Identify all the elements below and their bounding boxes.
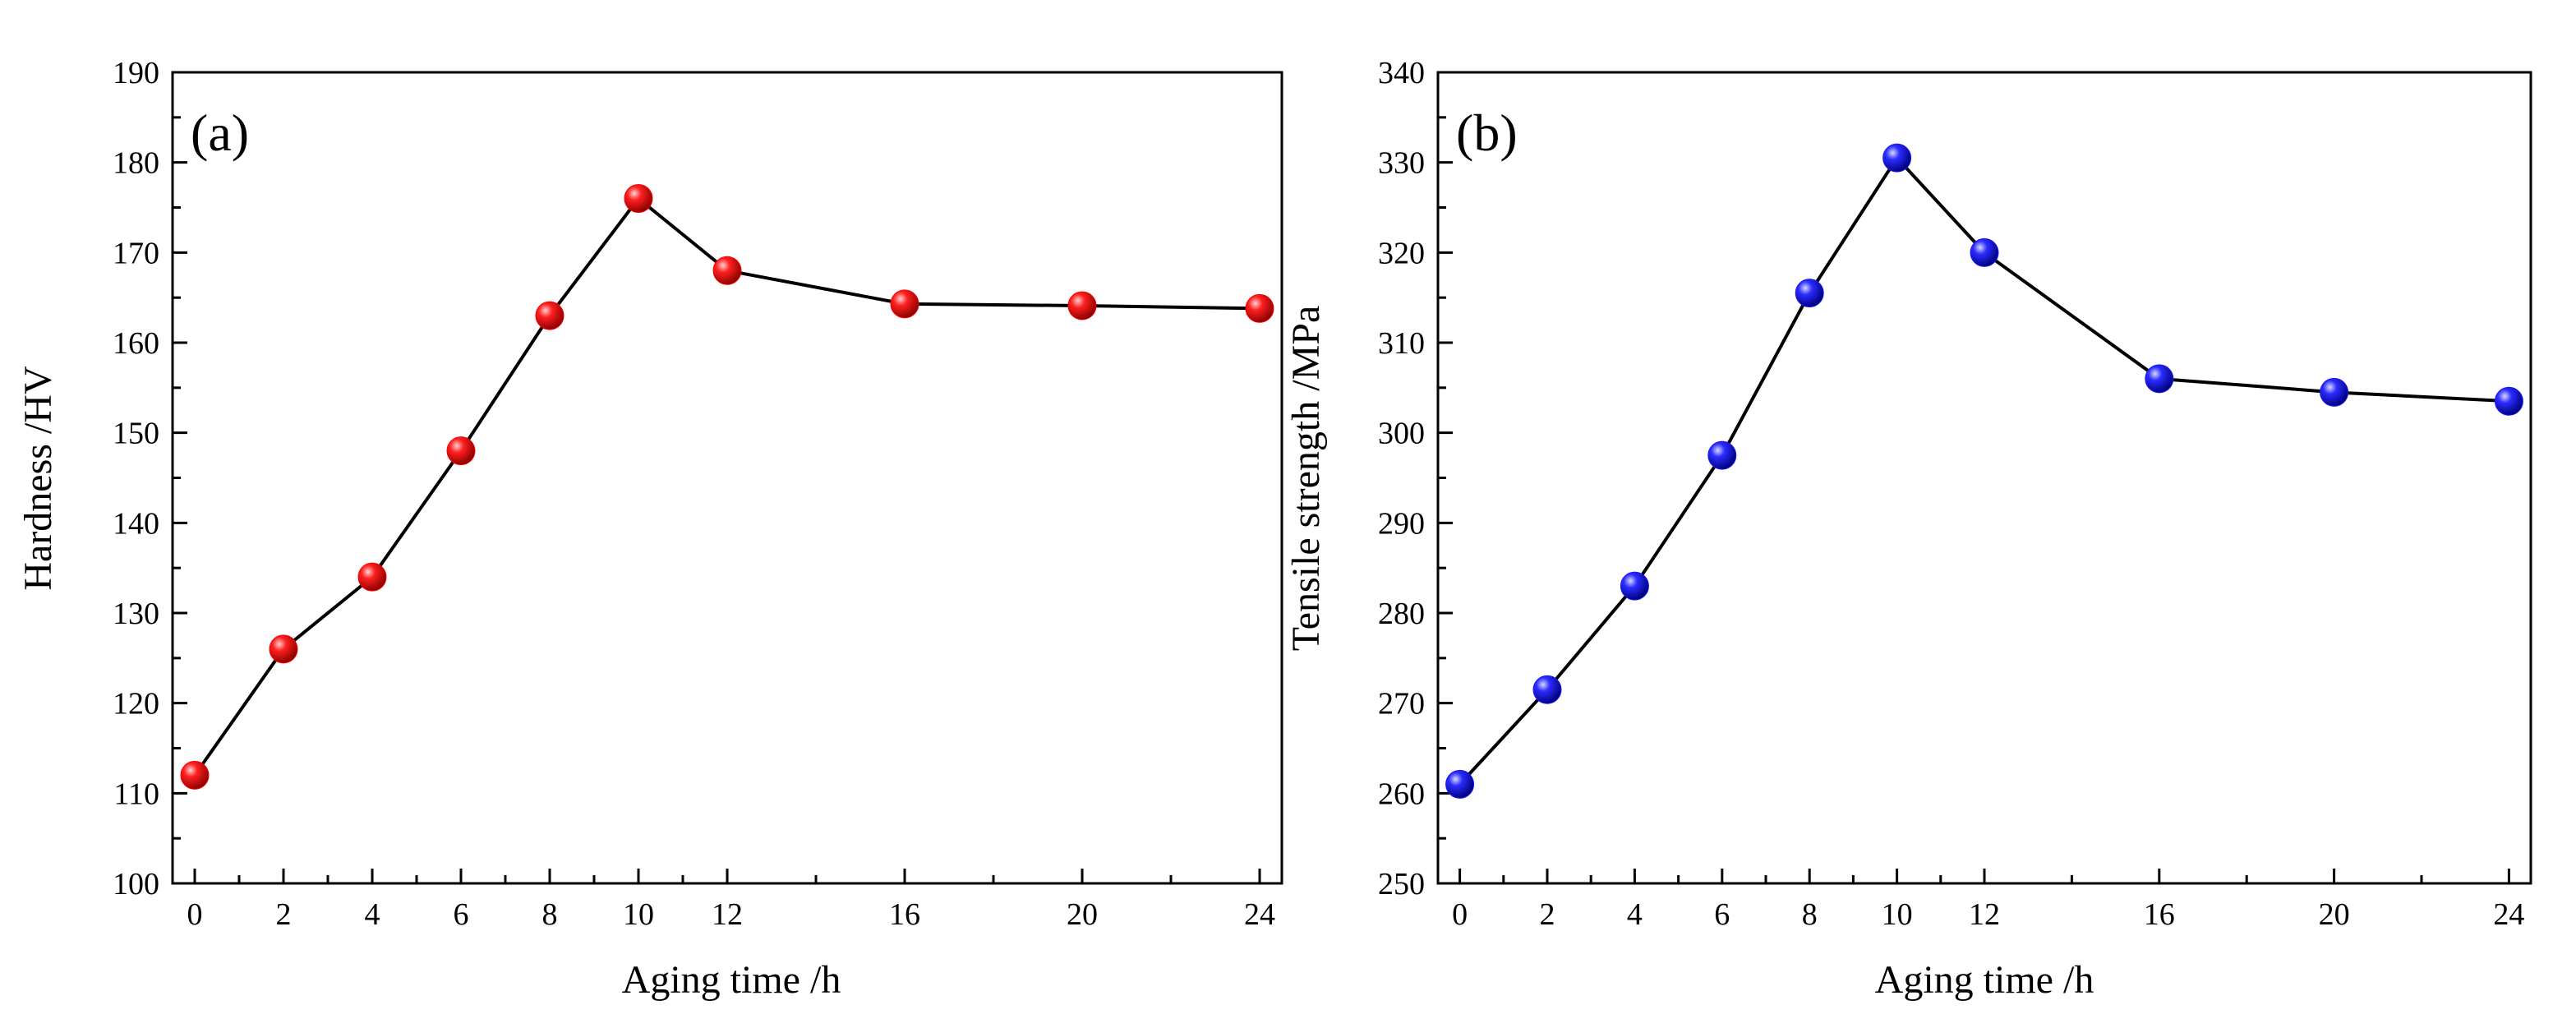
x-tick-label-a: 4 — [365, 897, 380, 932]
y-tick-label-a: 170 — [113, 236, 159, 270]
plot-frame-b — [1436, 71, 2532, 885]
data-point-a — [1245, 293, 1274, 323]
data-point-b — [1970, 237, 1999, 267]
y-tick-label-b: 300 — [1378, 417, 1425, 451]
y-tick-label-b: 250 — [1378, 867, 1425, 901]
y-tick-label-a: 100 — [113, 867, 159, 901]
x-tick-label-a: 24 — [1244, 897, 1275, 932]
y-tick-label-a: 140 — [113, 506, 159, 541]
data-point-b — [2494, 386, 2523, 416]
data-point-b — [1532, 675, 1562, 704]
y-tick-label-b: 290 — [1378, 506, 1425, 541]
data-point-b — [1795, 279, 1824, 308]
panel-label-b: (b) — [1456, 104, 1518, 162]
data-point-b — [1707, 440, 1737, 470]
data-point-a — [269, 634, 298, 664]
data-point-a — [180, 760, 210, 790]
data-point-b — [1445, 769, 1475, 799]
data-point-b — [2145, 364, 2174, 394]
y-tick-label-b: 260 — [1378, 777, 1425, 811]
x-tick-label-a: 0 — [187, 897, 203, 932]
y-tick-label-b: 330 — [1378, 146, 1425, 181]
data-point-b — [1620, 571, 1649, 601]
y-tick-label-b: 340 — [1378, 56, 1425, 90]
series-line-b — [1459, 154, 2509, 786]
x-axis-title-a: Aging time /h — [622, 958, 841, 1002]
y-tick-label-a: 180 — [113, 146, 159, 181]
x-tick-label-a: 2 — [276, 897, 292, 932]
y-tick-label-b: 320 — [1378, 236, 1425, 270]
series-line-a — [193, 196, 1260, 777]
x-tick-label-a: 8 — [542, 897, 558, 932]
y-axis-title-b: Tensile strength /MPa — [1284, 306, 1328, 652]
x-tick-label-a: 6 — [454, 897, 469, 932]
y-tick-label-b: 310 — [1378, 326, 1425, 361]
y-tick-label-a: 150 — [113, 417, 159, 451]
y-tick-label-a: 130 — [113, 597, 159, 631]
y-tick-label-a: 190 — [113, 56, 159, 90]
data-point-a — [357, 562, 387, 592]
x-tick-label-b: 20 — [2319, 897, 2350, 932]
x-tick-label-b: 6 — [1714, 897, 1730, 932]
y-tick-label-a: 120 — [113, 687, 159, 721]
x-tick-label-b: 24 — [2493, 897, 2524, 932]
x-tick-label-a: 16 — [889, 897, 920, 932]
x-tick-label-b: 10 — [1882, 897, 1913, 932]
y-tick-label-a: 110 — [113, 777, 159, 811]
data-point-a — [1067, 291, 1097, 320]
x-tick-label-b: 12 — [1969, 897, 2000, 932]
x-tick-label-b: 16 — [2144, 897, 2175, 932]
y-tick-label-b: 280 — [1378, 597, 1425, 631]
data-point-a — [535, 301, 565, 330]
x-tick-label-b: 8 — [1802, 897, 1818, 932]
y-tick-label-b: 270 — [1378, 687, 1425, 721]
data-point-b — [2320, 377, 2349, 407]
plot-frame-a — [171, 71, 1283, 885]
data-point-b — [1882, 143, 1912, 173]
data-point-a — [890, 289, 919, 319]
x-tick-label-a: 12 — [712, 897, 743, 932]
y-tick-label-a: 160 — [113, 326, 159, 361]
x-axis-title-b: Aging time /h — [1875, 958, 2094, 1002]
y-axis-title-a: Hardness /HV — [16, 366, 60, 591]
x-tick-label-a: 20 — [1067, 897, 1098, 932]
x-tick-label-b: 0 — [1452, 897, 1468, 932]
x-tick-label-b: 2 — [1540, 897, 1555, 932]
x-tick-label-a: 10 — [623, 897, 654, 932]
data-point-a — [624, 184, 653, 214]
data-point-a — [712, 256, 742, 285]
x-tick-label-b: 4 — [1627, 897, 1643, 932]
panel-label-a: (a) — [191, 104, 249, 162]
data-point-a — [446, 436, 476, 466]
